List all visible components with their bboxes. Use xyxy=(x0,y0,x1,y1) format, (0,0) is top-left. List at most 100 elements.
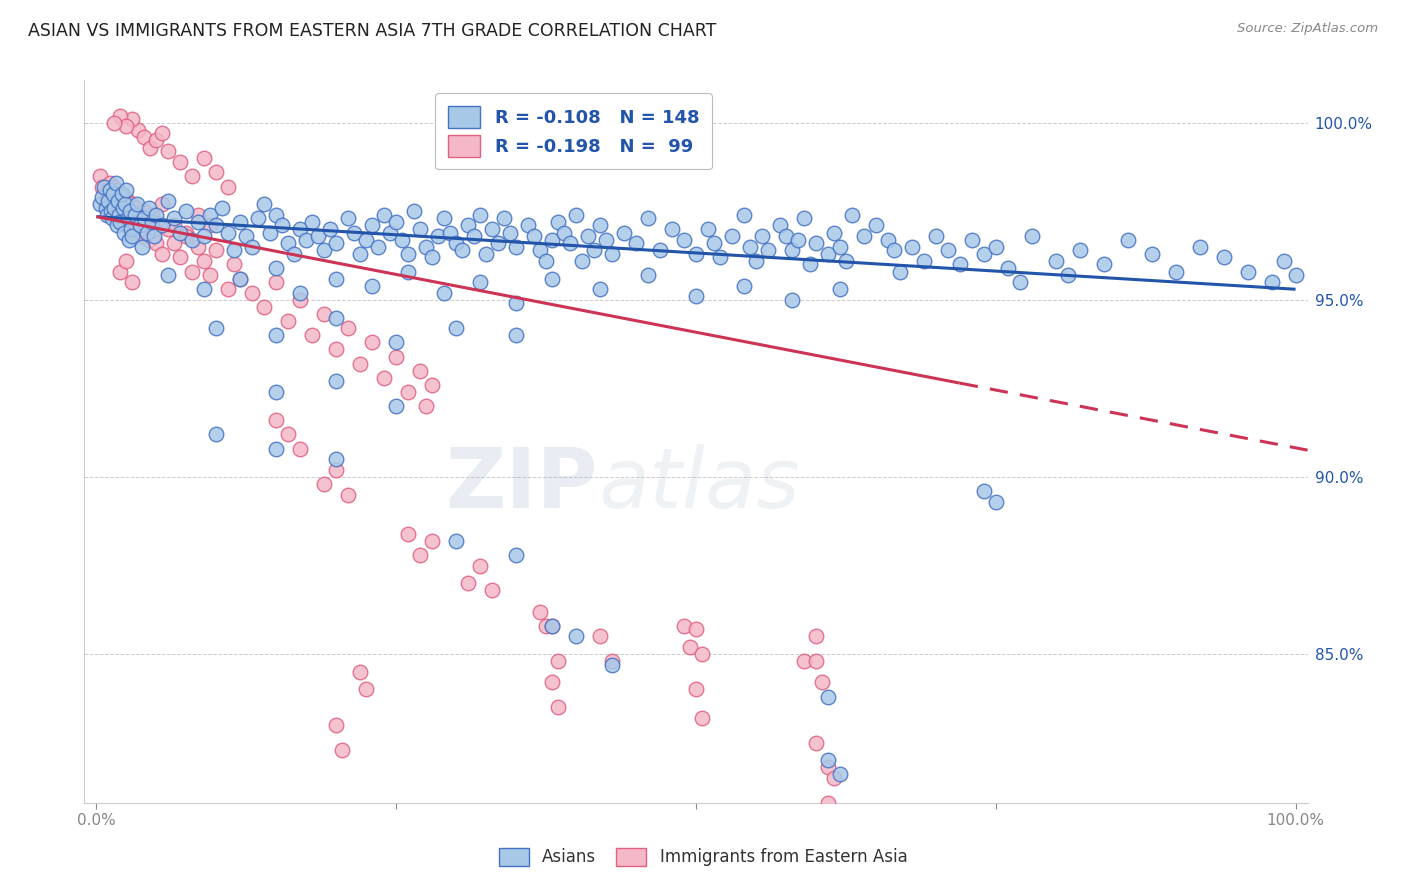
Point xyxy=(150,219,173,233)
Point xyxy=(433,211,456,226)
Point xyxy=(385,215,408,229)
Point xyxy=(217,179,239,194)
Point xyxy=(1284,268,1306,282)
Point xyxy=(115,254,138,268)
Point xyxy=(217,226,239,240)
Point xyxy=(124,208,146,222)
Point xyxy=(157,194,180,208)
Point xyxy=(828,240,851,254)
Point xyxy=(253,300,276,314)
Point xyxy=(94,201,117,215)
Point xyxy=(745,254,768,268)
Point xyxy=(110,215,132,229)
Point xyxy=(217,282,239,296)
Point xyxy=(600,654,623,668)
Point xyxy=(589,219,612,233)
Point xyxy=(373,371,395,385)
Point xyxy=(558,236,581,251)
Point xyxy=(325,718,347,732)
Point xyxy=(468,275,491,289)
Point xyxy=(264,260,287,275)
Point xyxy=(427,229,450,244)
Point xyxy=(883,244,905,258)
Point xyxy=(529,244,551,258)
Point xyxy=(787,233,810,247)
Point xyxy=(672,233,695,247)
Point xyxy=(112,190,135,204)
Point xyxy=(128,219,150,233)
Point xyxy=(121,229,143,244)
Point xyxy=(135,226,157,240)
Point xyxy=(114,197,136,211)
Point xyxy=(547,654,569,668)
Point xyxy=(174,229,197,244)
Point xyxy=(685,247,707,261)
Point xyxy=(103,194,125,208)
Point xyxy=(709,251,731,265)
Point xyxy=(105,183,128,197)
Point xyxy=(107,197,129,211)
Point xyxy=(925,229,948,244)
Point xyxy=(141,208,163,222)
Point xyxy=(97,201,120,215)
Point xyxy=(181,233,204,247)
Point xyxy=(565,208,588,222)
Point xyxy=(127,123,149,137)
Point xyxy=(685,622,707,636)
Point xyxy=(547,700,569,714)
Point xyxy=(319,222,342,236)
Point xyxy=(804,736,827,750)
Point xyxy=(420,377,443,392)
Point xyxy=(912,254,935,268)
Point xyxy=(325,374,347,388)
Point xyxy=(264,442,287,456)
Point xyxy=(110,109,132,123)
Point xyxy=(751,229,773,244)
Point xyxy=(114,204,136,219)
Point xyxy=(200,208,222,222)
Point xyxy=(101,179,124,194)
Point xyxy=(444,236,467,251)
Point xyxy=(157,222,180,236)
Point xyxy=(290,285,312,300)
Point xyxy=(100,190,122,204)
Point xyxy=(823,226,845,240)
Point xyxy=(769,219,792,233)
Point xyxy=(193,151,215,165)
Point xyxy=(1212,251,1234,265)
Point xyxy=(128,215,150,229)
Point xyxy=(193,282,215,296)
Point xyxy=(380,226,402,240)
Legend: R = -0.108   N = 148, R = -0.198   N =  99: R = -0.108 N = 148, R = -0.198 N = 99 xyxy=(436,93,711,169)
Point xyxy=(157,144,180,158)
Point xyxy=(396,384,419,399)
Point xyxy=(396,247,419,261)
Point xyxy=(404,204,426,219)
Point xyxy=(361,335,384,350)
Point xyxy=(117,194,139,208)
Point xyxy=(337,211,360,226)
Point xyxy=(98,176,121,190)
Point xyxy=(325,271,347,285)
Point xyxy=(349,247,371,261)
Point xyxy=(817,753,839,767)
Point xyxy=(828,282,851,296)
Point xyxy=(98,183,121,197)
Point xyxy=(1056,268,1078,282)
Point xyxy=(823,771,845,785)
Point xyxy=(229,215,252,229)
Point xyxy=(373,208,395,222)
Point xyxy=(264,328,287,343)
Point xyxy=(193,229,215,244)
Point xyxy=(589,282,612,296)
Point xyxy=(349,357,371,371)
Point xyxy=(1236,264,1258,278)
Point xyxy=(307,229,329,244)
Point xyxy=(571,254,593,268)
Point xyxy=(936,244,959,258)
Point xyxy=(1069,244,1091,258)
Point xyxy=(101,186,124,201)
Point xyxy=(127,197,149,211)
Point xyxy=(139,140,162,154)
Point xyxy=(1140,247,1163,261)
